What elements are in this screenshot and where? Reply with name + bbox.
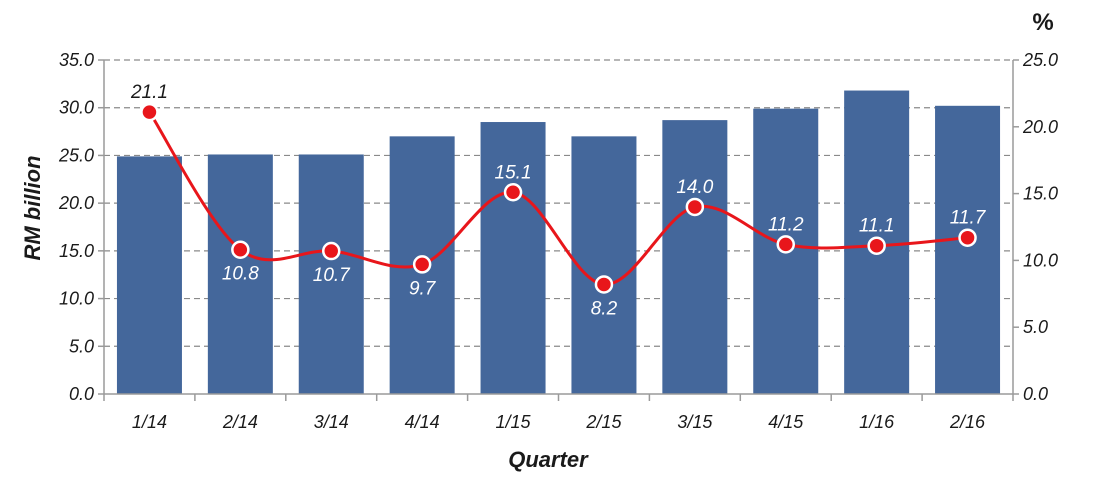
line-point — [412, 255, 432, 274]
line-data-label: 8.2 — [591, 298, 618, 319]
x-tick-label: 1/14 — [132, 412, 167, 432]
line-point — [503, 183, 523, 202]
y2-tick-label: 10.0 — [1023, 250, 1058, 270]
data-labels: 21.1 10.8 10.7 9.7 15.1 8.2 14.0 11.2 11.1 11.7 — [130, 82, 987, 319]
bar — [571, 136, 637, 395]
line-point — [594, 275, 614, 294]
line-data-label: 10.8 — [222, 264, 259, 285]
y-tick-label: 5.0 — [69, 336, 94, 356]
y-tick-label: 35.0 — [59, 50, 94, 70]
line-series-path — [148, 111, 968, 286]
y2-tick-label: 15.0 — [1023, 184, 1058, 204]
x-tick-label: 1/16 — [859, 412, 895, 432]
x-tick-label: 3/14 — [314, 412, 349, 432]
bar — [207, 154, 273, 394]
y-tick-label: 25.0 — [58, 145, 94, 165]
y-tick-label: 0.0 — [69, 384, 94, 404]
x-tick-label: 2/15 — [585, 412, 622, 432]
bar-series — [116, 90, 1001, 395]
line-point — [231, 240, 250, 259]
x-tick-label: 3/15 — [677, 412, 713, 432]
y2-axis-title: % — [1032, 9, 1053, 36]
line-data-label: 11.2 — [768, 214, 804, 235]
y2-tick-label: 5.0 — [1023, 317, 1048, 337]
y-tick-label: 20.0 — [58, 193, 94, 213]
x-axis-title: Quarter — [508, 447, 589, 472]
bar — [662, 120, 728, 395]
y2-tick-label: 20.0 — [1022, 117, 1058, 137]
x-tick-label: 1/15 — [496, 412, 532, 432]
y-tick-label: 30.0 — [59, 98, 94, 118]
line-data-label: 10.7 — [313, 265, 351, 286]
y-axis-title: RM billion — [20, 155, 45, 260]
y2-tick-label: 25.0 — [1022, 50, 1058, 70]
line-point — [776, 235, 795, 254]
line-data-label: 11.1 — [859, 216, 895, 237]
x-tick-label: 2/16 — [949, 412, 986, 432]
x-tick-label: 2/14 — [222, 412, 258, 432]
axes — [98, 59, 1019, 401]
bar — [298, 154, 364, 394]
y2-tick-label: 0.0 — [1023, 384, 1048, 404]
line-data-label: 15.1 — [495, 162, 532, 183]
line-data-label: 21.1 — [130, 82, 168, 103]
line-data-label: 9.7 — [409, 278, 437, 299]
bar — [935, 105, 1001, 394]
line-point — [867, 236, 886, 255]
line-series — [140, 102, 977, 294]
y-tick-label: 10.0 — [59, 289, 94, 309]
line-data-label: 11.7 — [950, 208, 987, 229]
line-point — [958, 228, 977, 247]
line-point — [140, 102, 159, 122]
line-point — [322, 241, 341, 261]
line-data-label: 14.0 — [676, 177, 713, 198]
line-point — [685, 197, 705, 217]
bar — [480, 122, 546, 395]
tick-labels: 0.0 5.0 10.0 15.0 20.0 25.0 30.0 35.0 0.0 5.0 10.0… — [58, 50, 1058, 432]
x-tick-label: 4/14 — [405, 412, 440, 432]
x-tick-label: 4/15 — [768, 412, 804, 432]
y-tick-label: 15.0 — [59, 241, 94, 261]
bar — [116, 156, 182, 394]
